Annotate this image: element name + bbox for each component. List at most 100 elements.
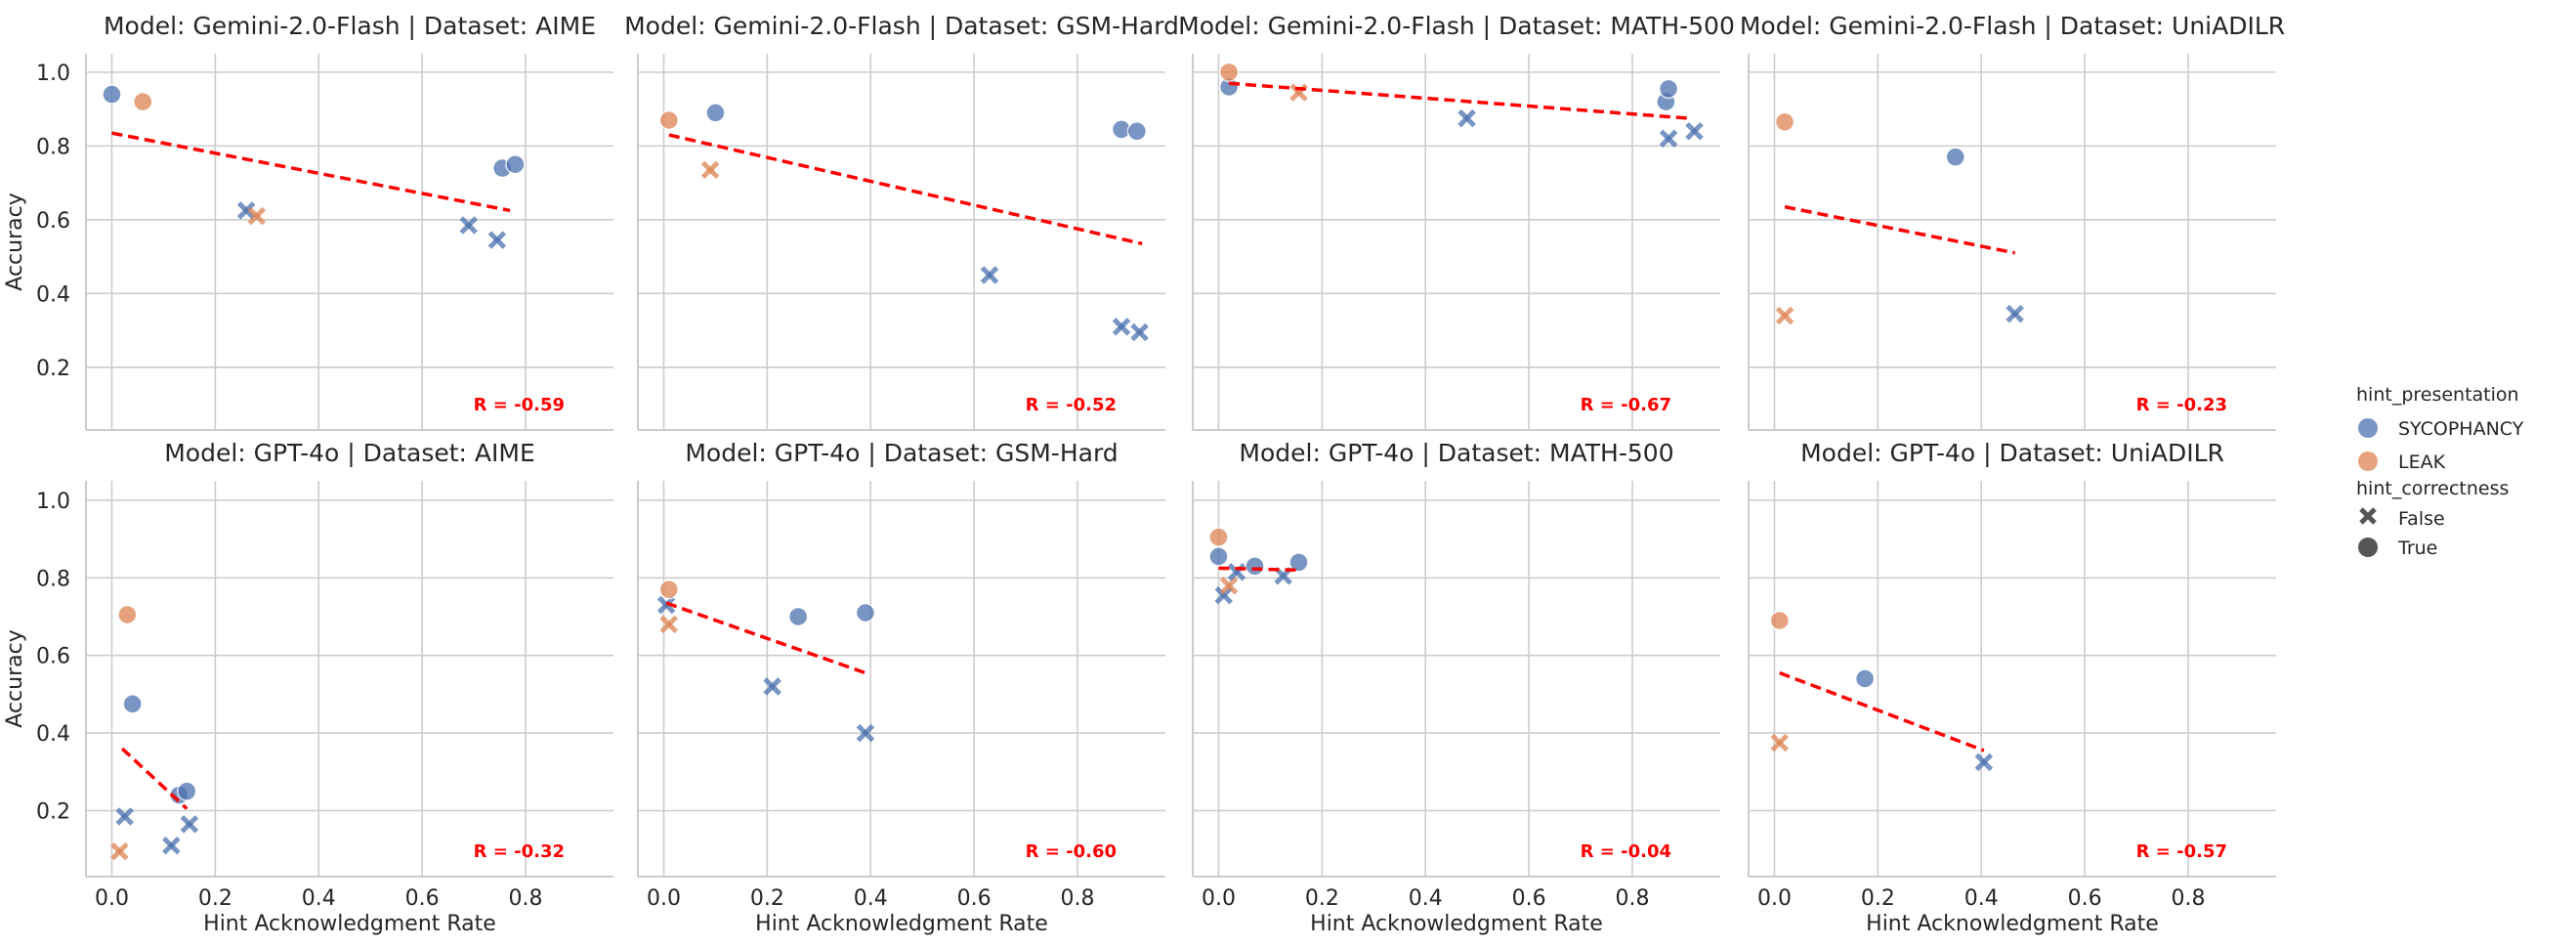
panel-2-point-7	[1112, 318, 1131, 336]
panel-2-r-label: R = -0.52	[1026, 395, 1117, 415]
legend-leak-marker	[2358, 452, 2378, 471]
panel-1-regression-line	[111, 131, 511, 213]
panel-1-title: Model: Gemini-2.0-Flash | Dataset: AIME	[104, 12, 596, 40]
panel-6-xtick-label-4: 0.8	[1061, 886, 1095, 911]
panel-8-r-label: R = -0.57	[2136, 841, 2227, 862]
panel-2-point-2	[705, 103, 726, 123]
panel-6-point-7-stroke-b	[856, 723, 875, 743]
panel-8-point-2	[1770, 733, 1790, 752]
panel-6-point-1	[656, 595, 676, 615]
panel-1-point-5-stroke-b	[459, 216, 479, 235]
panel-7-xtick-label-4: 0.8	[1616, 886, 1650, 911]
legend-sycophancy-label: SYCOPHANCY	[2398, 418, 2524, 440]
panel-8-point-4-stroke-b	[1974, 752, 1994, 772]
panel-3-point-7-stroke-b	[1659, 129, 1678, 149]
panel-3: Model: Gemini-2.0-Flash | Dataset: MATH-…	[1178, 12, 1735, 431]
panel-1-point-3-stroke-b	[236, 201, 256, 220]
panel-5-r-label: R = -0.32	[474, 841, 565, 862]
panel-3-point-8-stroke-b	[1685, 121, 1704, 141]
legend-style-title: hint_correctness	[2356, 478, 2509, 499]
panel-1-point-6-stroke-b	[487, 231, 507, 249]
panel-6-point-7	[856, 723, 875, 743]
panel-7-point-4	[1219, 576, 1239, 595]
panel-8-xtick-label-1: 0.2	[1861, 886, 1895, 911]
panel-6-point-3-stroke-b	[659, 615, 679, 634]
legend-hue-title: hint_presentation	[2356, 384, 2519, 406]
panel-7-point-2	[1208, 546, 1229, 567]
panel-2-point-4	[980, 266, 999, 284]
panel-2-point-6	[1126, 121, 1148, 142]
panel-2-point-3-stroke-b	[700, 160, 720, 180]
panel-8-xtick-label-3: 0.6	[2068, 886, 2102, 911]
panel-8-point-2-stroke-b	[1770, 733, 1790, 752]
panel-4-point-2	[1775, 306, 1795, 325]
panel-7-point-3	[1214, 585, 1234, 605]
panel-5-point-5	[162, 836, 181, 855]
panel-5-xtick-label-3: 0.6	[405, 886, 440, 911]
panel-7-xtick-label-2: 0.4	[1409, 886, 1443, 911]
panel-7-regression-line	[1218, 566, 1299, 573]
panel-5-y-axis-label: Accuracy	[3, 629, 27, 727]
panel-2-point-8	[1130, 322, 1149, 342]
panel-4-point-1	[1774, 111, 1795, 133]
panel-5-point-4	[110, 841, 129, 861]
panel-2-title: Model: Gemini-2.0-Flash | Dataset: GSM-H…	[624, 12, 1179, 40]
panel-3-point-8	[1685, 121, 1704, 141]
panel-5-ytick-label-1: 0.4	[36, 722, 70, 747]
panel-1-point-1	[102, 84, 122, 105]
panel-1-point-5	[459, 216, 479, 235]
panel-5-xtick-label-2: 0.4	[302, 886, 336, 911]
panel-6-point-3	[659, 615, 679, 634]
legend-true-label: True	[2397, 538, 2437, 559]
panel-6-xtick-label-3: 0.6	[957, 886, 992, 911]
panel-6-point-5	[787, 606, 809, 627]
panel-5-xtick-label-1: 0.2	[198, 886, 232, 911]
panel-2-point-8-stroke-b	[1130, 322, 1149, 342]
panel-6-xtick-label-2: 0.4	[854, 886, 888, 911]
panel-1-ytick-label-2: 0.6	[36, 209, 70, 234]
panel-3-point-4-stroke-b	[1457, 108, 1476, 128]
panel-3-point-6	[1658, 78, 1679, 100]
panels-layer: Model: Gemini-2.0-Flash | Dataset: AIME 0…	[3, 12, 2285, 936]
panel-5-point-8-stroke-b	[180, 815, 199, 834]
panel-2-point-4-stroke-b	[980, 266, 999, 284]
panel-4-point-3	[1945, 147, 1966, 167]
panel-6-point-6	[855, 602, 876, 624]
panel-5-point-3	[115, 807, 134, 826]
panel-1-ytick-label-1: 0.4	[36, 282, 70, 307]
panel-7-r-label: R = -0.04	[1581, 841, 1671, 862]
panel-5-xtick-label-4: 0.8	[509, 886, 543, 911]
legend-true-circle-marker	[2358, 538, 2378, 557]
panel-5-title: Model: GPT-4o | Dataset: AIME	[164, 439, 535, 467]
panel-7-point-1	[1208, 527, 1229, 547]
panel-6-regression-line	[665, 601, 866, 675]
panel-2-point-1	[658, 109, 680, 131]
panel-4-regression-line	[1784, 204, 2015, 255]
legend-leak-label: LEAK	[2398, 452, 2446, 473]
panel-8-xtick-label-4: 0.8	[2172, 886, 2206, 911]
panel-5-ytick-label-0: 0.2	[36, 800, 70, 825]
panel-8-title: Model: GPT-4o | Dataset: UniADILR	[1800, 439, 2224, 467]
panel-1-point-2	[132, 91, 153, 112]
panel-4-point-4	[2006, 304, 2024, 323]
panel-1-point-3	[236, 201, 256, 220]
legend-sycophancy-marker	[2358, 418, 2378, 438]
panel-7-point-6	[1245, 556, 1265, 577]
panel-2-point-7-stroke-b	[1112, 318, 1131, 336]
panel-7-point-3-stroke-b	[1214, 585, 1234, 605]
panel-5-ytick-label-2: 0.6	[36, 645, 70, 669]
panel-3-regression-line	[1228, 81, 1690, 120]
panel-6-xtick-label-1: 0.2	[750, 886, 784, 911]
panel-1-ytick-label-4: 1.0	[36, 62, 70, 86]
legend-false-x-stroke-1	[2359, 507, 2377, 525]
panel-6-point-1-stroke-b	[656, 595, 676, 615]
panel-5-point-7	[176, 781, 197, 801]
panel-1-point-4	[247, 206, 266, 226]
panel-8-x-axis-label: Hint Acknowledgment Rate	[1866, 912, 2159, 936]
panel-3-title: Model: Gemini-2.0-Flash | Dataset: MATH-…	[1178, 12, 1735, 40]
panel-6-title: Model: GPT-4o | Dataset: GSM-Hard	[685, 439, 1118, 467]
panel-5-point-5-stroke-b	[162, 836, 181, 855]
panel-4: Model: Gemini-2.0-Flash | Dataset: UniAD…	[1740, 12, 2285, 431]
panel-8-xtick-label-2: 0.4	[1964, 886, 1999, 911]
legend-false-label: False	[2398, 508, 2445, 530]
